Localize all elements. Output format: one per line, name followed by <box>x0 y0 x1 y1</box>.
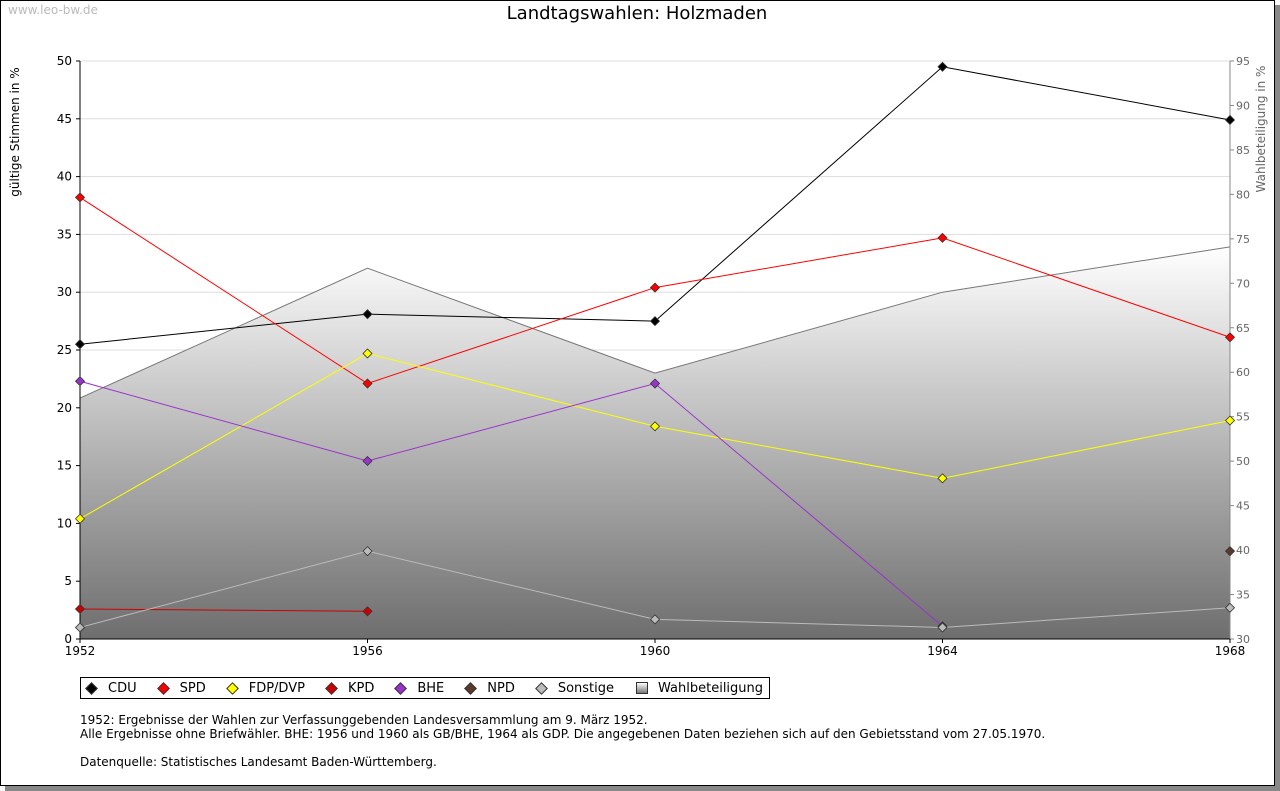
y-right-tick-label: 45 <box>1236 500 1250 513</box>
wahlbeteiligung-area <box>80 246 1230 639</box>
y-tick-label: 5 <box>64 574 72 588</box>
data-point-kpd <box>74 603 86 615</box>
legend-label: CDU <box>108 680 137 696</box>
legend-item: NPD <box>464 680 515 696</box>
legend-marker <box>85 681 98 695</box>
data-point-fdpdvp <box>649 421 661 432</box>
data-point-sonstige <box>1224 602 1236 613</box>
data-point-bhe <box>362 455 373 467</box>
legend-marker <box>325 681 338 695</box>
footnote-line <box>80 741 1045 755</box>
y-right-tick-label: 30 <box>1236 633 1250 646</box>
legend: CDU SPD FDP/DVP KPD BHE NPD Sonstige Wahlbeteil… <box>80 677 771 699</box>
y-right-tick-label: 95 <box>1236 55 1250 68</box>
y-tick-label: 35 <box>57 227 72 241</box>
legend-marker <box>636 682 649 694</box>
x-tick-label: 1960 <box>640 644 671 658</box>
data-point-sonstige <box>649 614 661 625</box>
x-tick-label: 1964 <box>927 644 958 658</box>
data-point-spd <box>74 192 86 203</box>
legend-item: SPD <box>156 680 206 696</box>
legend-label: Sonstige <box>557 680 615 696</box>
y-right-tick-label: 90 <box>1236 99 1250 112</box>
x-tick-label: 1968 <box>1215 644 1246 658</box>
data-point-cdu <box>362 309 373 320</box>
y-tick-label: 0 <box>64 632 72 646</box>
data-point-kpd <box>362 606 373 617</box>
legend-marker <box>156 681 170 695</box>
data-point-spd <box>649 282 661 293</box>
data-point-cdu <box>1224 114 1236 126</box>
y-right-tick-label: 60 <box>1236 366 1250 379</box>
y-right-tick-label: 65 <box>1236 322 1250 335</box>
data-point-spd <box>362 378 373 389</box>
y-tick-label: 30 <box>57 285 72 299</box>
y-right-tick-label: 70 <box>1236 277 1250 290</box>
legend-label: FDP/DVP <box>248 680 305 696</box>
legend-item: FDP/DVP <box>225 680 305 696</box>
y-right-tick-label: 40 <box>1236 544 1250 557</box>
data-point-sonstige <box>937 622 948 633</box>
data-point-cdu <box>74 339 86 350</box>
y-tick-label: 15 <box>57 459 72 473</box>
data-point-npd <box>1224 546 1236 557</box>
legend-item: KPD <box>325 680 375 696</box>
data-point-bhe <box>649 378 661 389</box>
data-point-spd <box>1224 332 1236 343</box>
y-right-tick-label: 75 <box>1236 233 1250 246</box>
legend-label: KPD <box>347 680 375 696</box>
y-tick-label: 50 <box>57 54 72 68</box>
y-right-tick-label: 85 <box>1236 144 1250 157</box>
legend-label: NPD <box>487 680 515 696</box>
y-right-tick-label: 35 <box>1236 589 1250 602</box>
footnote-line: 1952: Ergebnisse der Wahlen zur Verfassu… <box>80 713 648 727</box>
data-point-bhe <box>74 376 86 387</box>
y-right-tick-label: 50 <box>1236 455 1250 468</box>
y-tick-label: 40 <box>57 170 72 184</box>
legend-label: Wahlbeteiligung <box>658 680 764 696</box>
chart-title: Landtagswahlen: Holzmaden <box>506 3 768 24</box>
legend-label: SPD <box>179 680 206 696</box>
data-point-fdpdvp <box>74 513 86 524</box>
y-tick-label: 20 <box>57 401 72 415</box>
data-point-fdpdvp <box>362 348 373 359</box>
x-tick-label: 1956 <box>352 644 383 658</box>
legend-marker <box>394 681 408 695</box>
legend-label: BHE <box>417 680 445 696</box>
y-right-tick-label: 55 <box>1236 411 1250 424</box>
series-line-bhe <box>79 380 943 627</box>
y-tick-label: 10 <box>57 516 72 530</box>
legend-marker <box>534 681 548 695</box>
y-right-tick-label: 80 <box>1236 188 1250 201</box>
legend-item: CDU <box>85 680 137 696</box>
y-tick-label: 25 <box>57 343 72 357</box>
legend-item: Wahlbeteiligung <box>636 681 763 696</box>
data-point-spd <box>937 232 948 243</box>
data-point-sonstige <box>362 546 373 557</box>
y-tick-label: 45 <box>57 112 72 126</box>
data-point-cdu <box>937 61 948 72</box>
watermark: www.leo-bw.de <box>8 3 98 17</box>
x-tick-label: 1952 <box>65 644 96 658</box>
footnotes: 1952: Ergebnisse der Wahlen zur Verfassu… <box>80 713 1045 769</box>
wahlbeteiligung-line <box>79 246 1231 399</box>
data-point-cdu <box>649 316 661 327</box>
legend-marker <box>464 681 478 695</box>
data-point-fdpdvp <box>1224 415 1236 426</box>
footnote-line: Datenquelle: Statistisches Landesamt Bad… <box>80 755 437 769</box>
footnote-line: Alle Ergebnisse ohne Briefwähler. BHE: 1… <box>80 727 1046 741</box>
data-point-fdpdvp <box>937 473 948 484</box>
legend-item: Sonstige <box>534 680 615 696</box>
legend-marker <box>225 681 239 695</box>
series-line-kpd <box>79 608 368 612</box>
data-point-sonstige <box>74 622 86 633</box>
legend-item: BHE <box>394 680 445 696</box>
